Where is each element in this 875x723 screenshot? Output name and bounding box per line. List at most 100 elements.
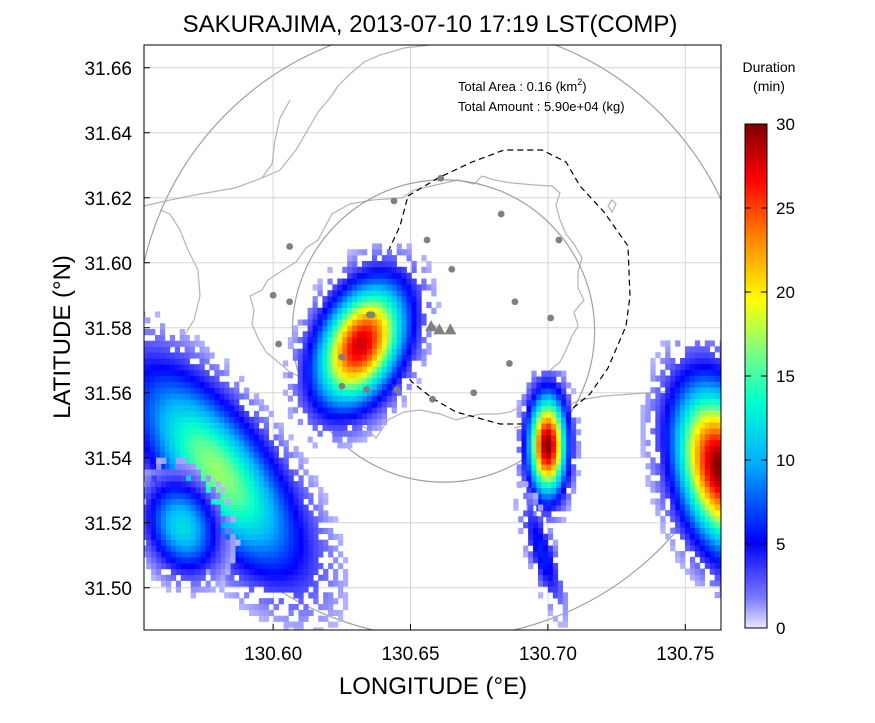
echo-pixel bbox=[411, 337, 417, 344]
echo-pixel bbox=[561, 376, 567, 383]
echo-pixel bbox=[303, 586, 309, 593]
echo-pixel bbox=[556, 370, 562, 377]
echo-pixel bbox=[283, 545, 289, 552]
echo-pixel bbox=[536, 440, 542, 447]
echo-pixel bbox=[248, 586, 255, 593]
echo-pixel bbox=[366, 401, 373, 408]
echo-pixel bbox=[244, 428, 250, 435]
echo-pixel bbox=[313, 586, 319, 593]
echo-pixel bbox=[739, 563, 744, 569]
echo-pixel bbox=[381, 366, 388, 373]
echo-pixel bbox=[725, 557, 730, 563]
echo-pixel bbox=[209, 457, 215, 464]
echo-pixel bbox=[150, 364, 156, 371]
echo-pixel bbox=[318, 604, 324, 611]
echo-pixel bbox=[730, 481, 735, 487]
echo-pixel bbox=[287, 407, 294, 414]
echo-pixel bbox=[774, 481, 779, 487]
echo-pixel bbox=[258, 609, 265, 616]
echo-pixel bbox=[312, 296, 318, 303]
echo-pixel bbox=[704, 398, 711, 406]
echo-pixel bbox=[263, 615, 270, 622]
echo-pixel bbox=[704, 521, 711, 528]
echo-pixel bbox=[298, 563, 304, 570]
echo-pixel bbox=[307, 401, 313, 408]
echo-pixel bbox=[426, 301, 432, 309]
echo-pixel bbox=[396, 278, 402, 285]
echo-pixel bbox=[165, 469, 172, 476]
echo-pixel bbox=[357, 377, 363, 385]
echo-pixel bbox=[714, 568, 720, 575]
echo-pixel bbox=[650, 369, 656, 376]
echo-pixel bbox=[357, 372, 363, 379]
echo-pixel bbox=[156, 457, 162, 464]
echo-pixel bbox=[734, 569, 739, 575]
echo-pixel bbox=[248, 498, 255, 505]
plot-area: 130.60 130.65 130.70 130.75 31.5031.5231.54… bbox=[84, 44, 789, 665]
echo-pixel bbox=[170, 487, 177, 494]
echo-pixel bbox=[110, 417, 115, 423]
echo-pixel bbox=[521, 470, 527, 477]
echo-pixel bbox=[313, 551, 319, 558]
echo-pixel bbox=[531, 370, 537, 377]
echo-pixel bbox=[570, 475, 577, 483]
echo-pixel bbox=[106, 364, 111, 370]
echo-pixel bbox=[561, 470, 567, 477]
echo-pixel bbox=[734, 475, 739, 481]
echo-pixel bbox=[273, 487, 279, 494]
echo-pixel bbox=[229, 428, 235, 435]
echo-pixel bbox=[288, 487, 294, 494]
echo-pixel bbox=[784, 557, 789, 563]
echo-pixel bbox=[125, 429, 130, 435]
echo-pixel bbox=[219, 469, 225, 476]
echo-pixel bbox=[347, 290, 353, 297]
echo-pixel bbox=[318, 551, 324, 558]
echo-pixel bbox=[278, 463, 284, 470]
echo-pixel bbox=[253, 510, 260, 517]
echo-pixel bbox=[561, 452, 567, 459]
echo-pixel bbox=[734, 387, 739, 393]
echo-pixel bbox=[156, 568, 162, 576]
echo-pixel bbox=[725, 574, 730, 580]
echo-pixel bbox=[220, 551, 226, 558]
echo-pixel bbox=[323, 598, 329, 605]
echo-pixel bbox=[685, 492, 691, 499]
echo-pixel bbox=[145, 410, 151, 418]
echo-pixel bbox=[526, 417, 532, 424]
echo-pixel bbox=[308, 551, 314, 558]
colorbar-tick-label: 10 bbox=[776, 451, 795, 470]
echo-pixel bbox=[283, 457, 289, 464]
echo-pixel bbox=[144, 329, 146, 336]
echo-pixel bbox=[268, 492, 274, 499]
annotation-block: Total Area : 0.16 (km2) Total Amount : 5… bbox=[458, 77, 625, 114]
echo-pixel bbox=[546, 452, 552, 459]
echo-pixel bbox=[248, 545, 255, 552]
echo-pixel bbox=[704, 556, 711, 564]
echo-pixel bbox=[164, 375, 171, 382]
echo-pixel bbox=[214, 381, 220, 388]
echo-pixel bbox=[689, 352, 696, 359]
echo-pixel bbox=[362, 430, 368, 437]
echo-pixel bbox=[144, 469, 147, 476]
echo-pixel bbox=[391, 266, 397, 273]
echo-pixel bbox=[156, 527, 162, 535]
echo-pixel bbox=[670, 492, 676, 499]
echo-pixel bbox=[327, 377, 333, 385]
echo-pixel bbox=[205, 539, 211, 546]
echo-pixel bbox=[144, 387, 146, 394]
echo-pixel bbox=[205, 516, 211, 523]
echo-pixel bbox=[526, 423, 532, 430]
echo-pixel bbox=[704, 352, 711, 359]
echo-pixel bbox=[709, 387, 715, 394]
echo-pixel bbox=[293, 510, 299, 517]
echo-pixel bbox=[357, 395, 363, 402]
echo-pixel bbox=[248, 533, 255, 540]
echo-pixel bbox=[734, 522, 739, 528]
echo-pixel bbox=[283, 627, 289, 630]
echo-pixel bbox=[528, 498, 534, 505]
echo-pixel bbox=[689, 474, 696, 482]
echo-pixel bbox=[283, 563, 289, 570]
echo-pixel bbox=[536, 458, 542, 465]
echo-pixel bbox=[709, 486, 715, 493]
echo-pixel bbox=[694, 533, 701, 540]
